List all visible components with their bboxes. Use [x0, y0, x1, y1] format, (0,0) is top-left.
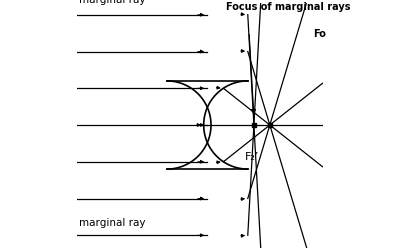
Text: Fo: Fo — [313, 29, 326, 39]
Text: F₂’: F₂’ — [245, 152, 260, 162]
Text: marginal ray: marginal ray — [79, 218, 145, 228]
Text: Focus of marginal rays: Focus of marginal rays — [226, 2, 350, 12]
Text: marginal ray: marginal ray — [79, 0, 145, 5]
